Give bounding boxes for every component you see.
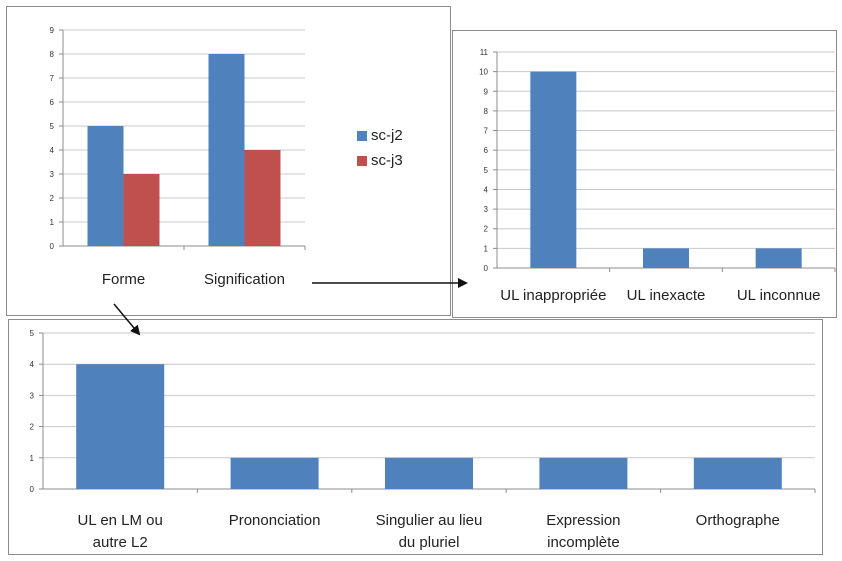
y-tick-label: 5 [50,122,55,131]
chart-signification-breakdown: 0 1 2 3 4 5 6 7 8 9 10 11 UL inappropriée UL inexacte… [479,48,836,304]
chart-forme-breakdown: 0 1 2 3 4 5 UL en LM ou autre L2 Prononciation Si… [30,329,816,551]
y-tick-label: 1 [484,244,489,253]
bar-sc-j3-1 [244,150,281,246]
legend-label-sc-j2: sc-j2 [371,127,403,144]
chart-panel-forme-signification: 0 1 2 3 4 5 6 7 8 9 Forme Signification sc-j2 sc-j3 [6,6,451,316]
y-tick-label: 7 [50,74,55,83]
y-tick-label: 3 [50,170,55,179]
x-tick-label: UL inexacte [627,287,706,304]
x-tick-label: UL inconnue [737,287,821,304]
y-tick-label: 0 [30,485,35,494]
y-tick-label: 8 [484,107,489,116]
x-tick-label: Forme [102,271,145,288]
legend-swatch-sc-j3 [357,156,367,166]
y-tick-label: 2 [30,423,35,432]
x-tick-label: Signification [204,271,285,288]
bar-sc-j2-0 [87,126,124,246]
y-tick-label: 9 [50,26,55,35]
legend-label-sc-j3: sc-j3 [371,152,403,169]
y-tick-label: 2 [50,194,55,203]
y-tick-label: 0 [484,264,489,273]
y-tick-label: 7 [484,127,489,136]
x-tick-label: Expression [546,512,620,529]
y-tick-label: 4 [30,360,35,369]
bar-sc-j3-0 [123,174,160,246]
x-tick-label: Singulier au lieu [376,512,483,529]
y-tick-label: 5 [30,329,35,338]
chart-panel-forme-breakdown: 0 1 2 3 4 5 UL en LM ou autre L2 Prononciation Si… [8,319,823,555]
bar-sc-j2-1 [208,54,245,246]
bar-series-2 [755,248,802,268]
y-tick-label: 10 [479,68,488,77]
x-tick-label: Prononciation [229,512,321,529]
y-tick-label: 3 [30,391,35,400]
legend-swatch-sc-j2 [357,131,367,141]
y-tick-label: 11 [480,48,489,57]
y-tick-label: 4 [484,185,489,194]
y-tick-label: 1 [50,218,55,227]
y-tick-label: 2 [484,225,489,234]
y-tick-label: 4 [50,146,55,155]
bar-series-0 [530,71,577,268]
x-tick-label: autre L2 [93,534,148,551]
x-tick-label: UL en LM ou [78,512,163,529]
y-tick-label: 6 [484,146,489,155]
x-tick-label: Orthographe [696,512,780,529]
x-tick-label: incomplète [547,534,620,551]
x-tick-label: UL inappropriée [500,287,606,304]
y-tick-label: 0 [50,242,55,251]
chart-panel-signification-breakdown: 0 1 2 3 4 5 6 7 8 9 10 11 UL inappropriée UL inexacte… [452,30,837,318]
y-tick-label: 9 [484,87,489,96]
y-tick-label: 6 [50,98,55,107]
y-tick-label: 5 [484,166,489,175]
bar-series-1 [230,457,319,489]
y-tick-label: 8 [50,50,55,59]
bar-series-4 [693,457,782,489]
bar-series-1 [643,248,689,268]
x-tick-label: du pluriel [399,534,460,551]
y-tick-label: 3 [484,205,489,214]
bar-series-0 [76,364,165,489]
chart-forme-signification: 0 1 2 3 4 5 6 7 8 9 Forme Signification sc-j2 sc-j3 [50,26,403,288]
bar-series-2 [385,457,473,489]
y-tick-label: 1 [30,454,35,463]
bar-series-3 [539,457,628,489]
